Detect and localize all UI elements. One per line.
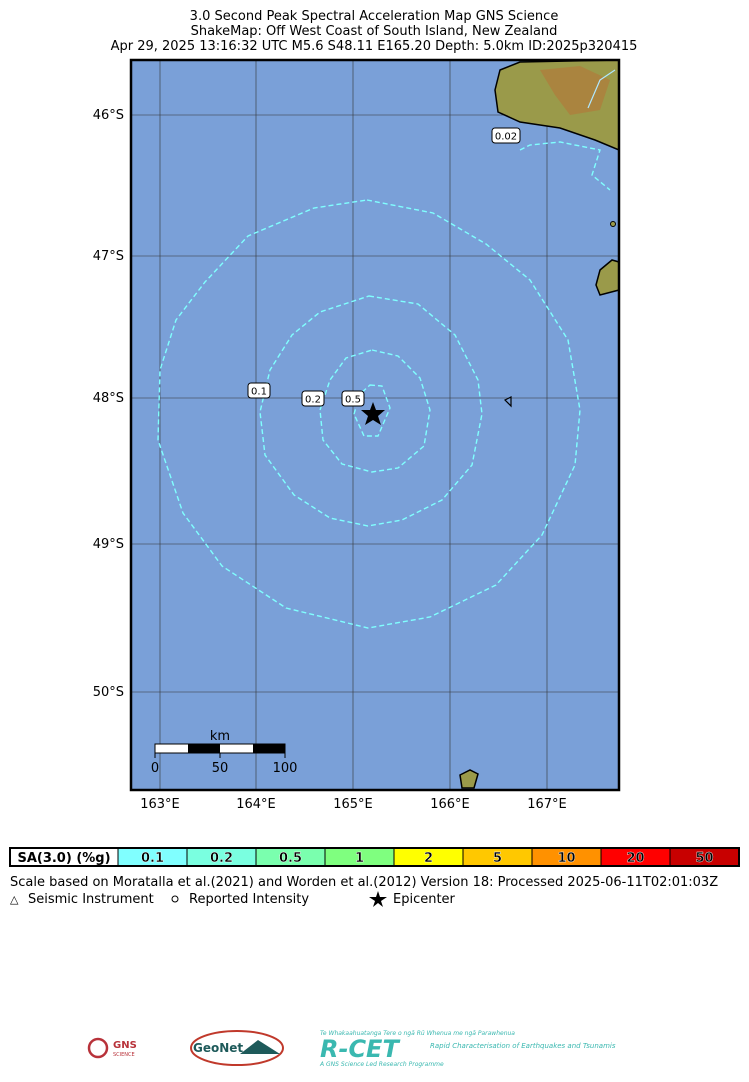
key-label: Epicenter (393, 892, 456, 907)
key-label: Seismic Instrument (28, 892, 154, 907)
epicenter-star (361, 402, 385, 425)
contour-label: 0.5 (345, 395, 361, 406)
scale-label: 50 (212, 761, 229, 776)
scale-label: 0 (151, 761, 159, 776)
contour-labels: 0.02 0.1 0.2 0.5 (247, 127, 521, 407)
lat-label: 48°S (93, 391, 124, 406)
lon-label: 163°E (140, 797, 180, 812)
legend-bar: SA(3.0) (%g) 0.1 0.2 0.5 1 2 5 10 20 50 (9, 847, 740, 867)
scale-seg (253, 744, 285, 753)
key-symbol (171, 895, 179, 903)
legend-label-cell (10, 848, 118, 866)
legend-bin-label: 1 (355, 851, 364, 866)
contour-label-box (301, 390, 325, 407)
legend-bin-label: 0.5 (279, 851, 302, 866)
legend-bin-label: 2 (424, 851, 433, 866)
contour (157, 199, 581, 629)
legend-bin-label: 5 (493, 851, 502, 866)
gns-logo: GNS (113, 1040, 137, 1051)
fault (587, 69, 616, 109)
lon-label: 165°E (333, 797, 373, 812)
lat-label: 46°S (93, 108, 124, 123)
legend-bin-label: 50 (695, 851, 713, 866)
island (610, 221, 616, 227)
lat-label: 47°S (93, 249, 124, 264)
island (503, 396, 512, 408)
lat-label: 50°S (93, 685, 124, 700)
scale-note: Scale based on Moratalla et al.(2021) an… (10, 875, 718, 890)
rcet-foot: A GNS Science Led Research Programme (319, 1061, 444, 1068)
lat-label: 49°S (93, 537, 124, 552)
scale-bar: km 0 50 100 (151, 729, 298, 776)
contour-label-box (341, 390, 365, 407)
geonet-mountain (240, 1040, 280, 1054)
lon-label: 167°E (527, 797, 567, 812)
legend-frame (9, 847, 740, 867)
legend-bin-label: 10 (557, 851, 575, 866)
subtitle: ShakeMap: Off West Coast of South Island… (191, 24, 558, 39)
rcet-maori: Te Whakaahuatanga Tere o ngā Rū Whenua m… (320, 1030, 515, 1037)
map-frame (129, 58, 621, 792)
contour (319, 349, 431, 473)
geonet-logo: GeoNet (193, 1041, 243, 1055)
gns-logo-sub: SCIENCE (113, 1052, 135, 1058)
contour-label-box (247, 382, 271, 399)
graticule (131, 60, 619, 790)
rcet-desc: Rapid Characterisation of Earthquakes an… (430, 1042, 616, 1050)
land-island (459, 769, 479, 789)
scale-label: 100 (273, 761, 298, 776)
contour-label: 0.1 (251, 387, 267, 398)
lon-label: 166°E (430, 797, 470, 812)
scale-unit: km (210, 729, 230, 744)
legend-bin-label: 20 (626, 851, 644, 866)
key-symbol: △ (10, 893, 19, 906)
geonet-ring (190, 1030, 284, 1066)
contour-label-box (491, 127, 521, 144)
ocean (131, 60, 619, 790)
scale-seg (188, 744, 220, 753)
event-info: Apr 29, 2025 13:16:32 UTC M5.6 S48.11 E1… (111, 39, 638, 54)
legend-bin-label: 0.1 (141, 851, 164, 866)
rcet-logo: R-CET (320, 1035, 400, 1063)
gns-icon (87, 1037, 109, 1059)
key-symbol (369, 891, 387, 907)
title: 3.0 Second Peak Spectral Acceleration Ma… (190, 9, 559, 24)
lon-label: 164°E (236, 797, 276, 812)
land-relief (540, 66, 610, 115)
key-label: Reported Intensity (189, 892, 309, 907)
legend-bin-label: 0.2 (210, 851, 233, 866)
map: 0.02 0.1 0.2 0.5 km 0 50 100 (129, 58, 621, 792)
contour-label: 0.2 (305, 395, 321, 406)
contour (519, 141, 611, 191)
logos: GNS SCIENCE GeoNet Te Whakaahuatanga Ter… (87, 1030, 616, 1068)
contour (259, 295, 483, 527)
contour-label: 0.02 (495, 132, 517, 143)
legend-label: SA(3.0) (%g) (17, 851, 110, 866)
